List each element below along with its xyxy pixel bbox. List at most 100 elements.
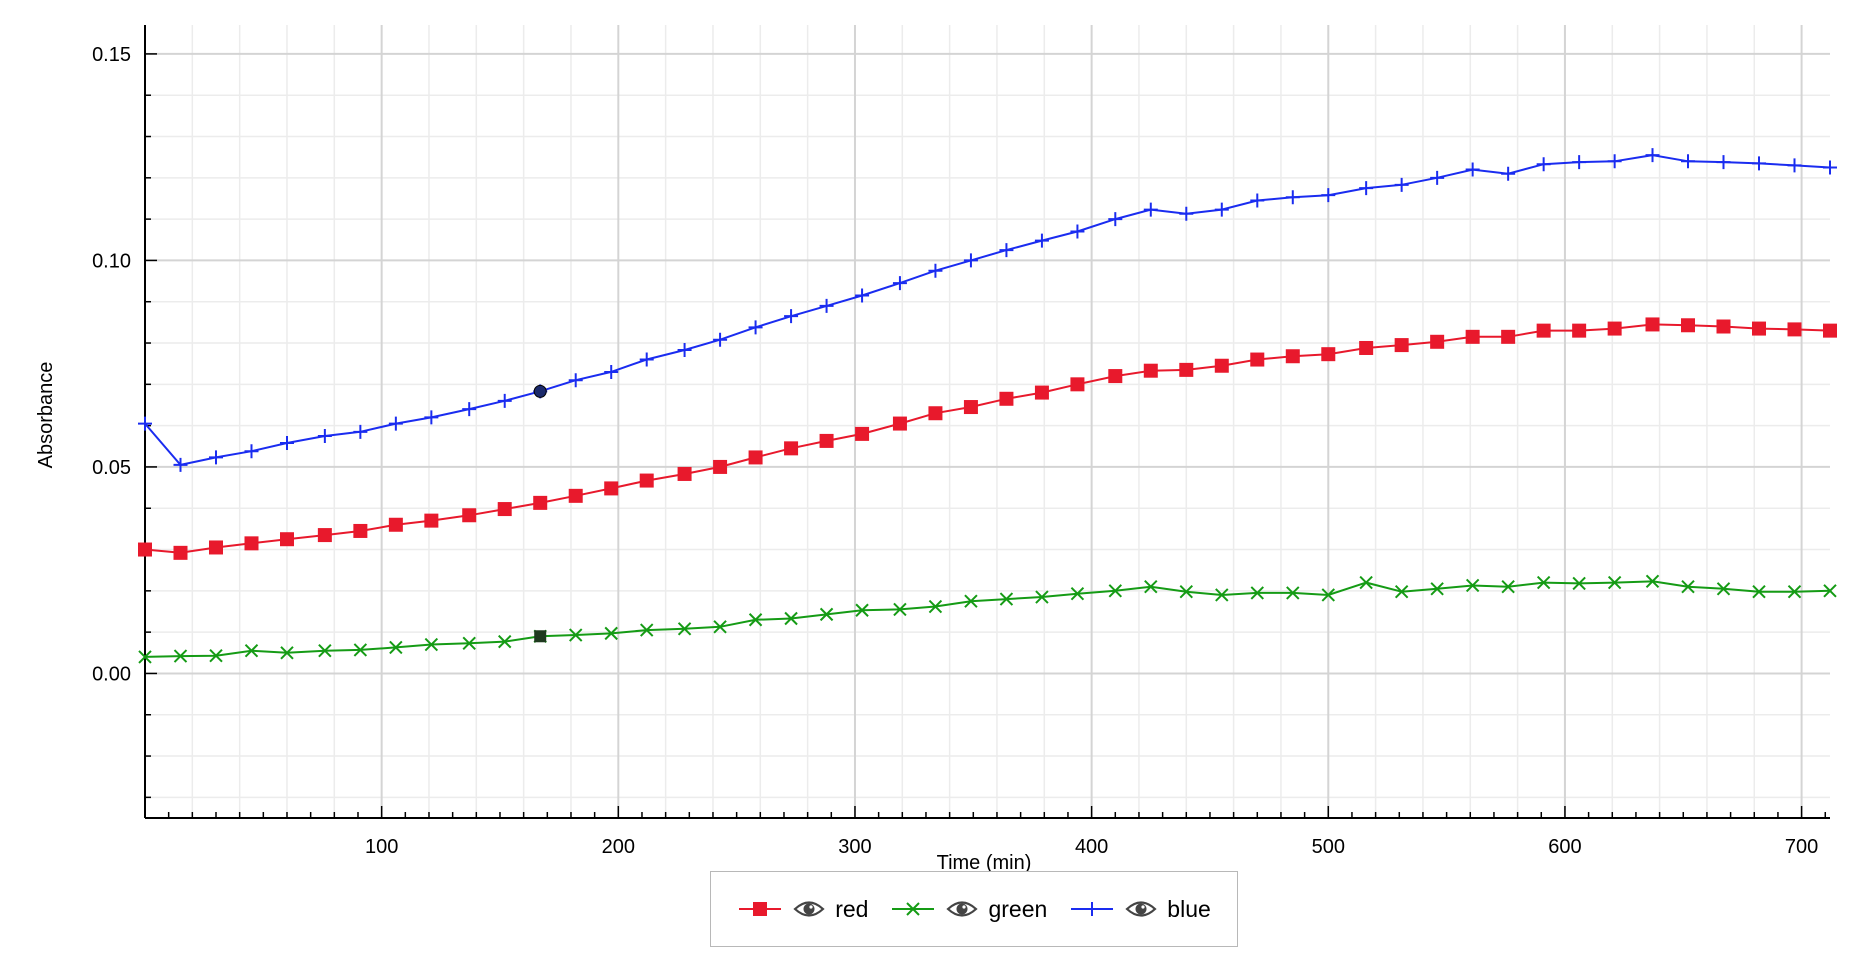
data-point-green [353, 643, 368, 657]
data-point-blue [604, 364, 619, 379]
data-point-blue [317, 428, 332, 443]
data-point-blue [784, 309, 799, 324]
data-point-red [533, 495, 548, 510]
data-point-blue [1501, 166, 1516, 181]
legend-item-blue[interactable]: blue [1069, 895, 1211, 923]
x-tick-label: 100 [365, 836, 398, 858]
data-point-blue [1108, 212, 1123, 227]
data-point-blue [1752, 156, 1766, 171]
legend-label-blue: blue [1167, 895, 1211, 922]
data-point-green [1823, 584, 1837, 598]
series-layer [138, 148, 1837, 664]
data-point-red [1034, 385, 1049, 400]
data-point-green [1607, 575, 1622, 590]
data-point-green [1716, 582, 1731, 596]
data-point-blue [138, 416, 152, 431]
data-point-red [244, 536, 259, 551]
data-point-green [318, 644, 332, 658]
data-point-blue [1034, 233, 1049, 248]
eye-icon[interactable] [946, 898, 979, 920]
x-axis-title: Time (min) [937, 852, 1032, 874]
data-point-green [1321, 588, 1335, 602]
data-point-blue [1430, 170, 1445, 185]
data-point-blue [1394, 177, 1409, 192]
x-tick-label: 200 [602, 836, 635, 858]
data-point-red [1716, 319, 1731, 334]
y-tick-label: 0.05 [92, 457, 131, 479]
data-point-blue [1681, 154, 1696, 169]
y-tick-label: 0.00 [92, 663, 131, 685]
data-point-red [208, 540, 223, 555]
data-point-green [1359, 575, 1373, 590]
data-point-blue [1321, 188, 1336, 203]
data-point-blue [928, 263, 943, 278]
data-point-green [819, 607, 834, 622]
data-point-red [568, 488, 583, 503]
data-point-green [1430, 582, 1444, 596]
data-point-green [1536, 575, 1551, 590]
data-point-blue [1250, 193, 1265, 208]
data-point-blue [1070, 224, 1085, 239]
data-point-blue [462, 402, 477, 417]
data-point-red [963, 400, 978, 415]
data-point-green [1752, 584, 1766, 599]
data-point-red [1214, 358, 1229, 373]
data-point-red [713, 459, 728, 474]
data-point-green [138, 650, 152, 664]
legend-swatch-red [739, 902, 782, 916]
data-point-red [1572, 323, 1587, 338]
data-point-red [639, 473, 654, 488]
data-point-green [1215, 588, 1229, 602]
data-point-green [280, 646, 294, 660]
data-point-green [999, 592, 1014, 606]
data-point-blue [748, 320, 763, 335]
data-point-red [462, 508, 477, 523]
data-point-green [1144, 580, 1158, 594]
tick-labels: 100 200 300 400 500 600 700 0.00 0.05 0.10 0.15 [92, 44, 1818, 858]
eye-icon[interactable] [793, 898, 825, 920]
data-point-blue [999, 243, 1014, 258]
data-point-green [424, 637, 439, 652]
data-point-green [604, 626, 618, 641]
data-point-red [1787, 322, 1802, 337]
data-point-blue [1823, 160, 1837, 175]
minor-grid [145, 25, 1830, 818]
data-point-red [1536, 323, 1551, 338]
legend-label-red: red [835, 895, 869, 922]
data-point-green [748, 613, 763, 627]
data-point-red [819, 433, 834, 448]
data-point-green [389, 640, 403, 655]
data-point-red [1108, 369, 1123, 384]
data-point-green [784, 611, 798, 626]
data-point-red [999, 391, 1014, 406]
data-point-red [1465, 329, 1480, 344]
data-point-red [748, 450, 763, 465]
data-point-blue [1536, 157, 1551, 172]
data-point-green [1035, 590, 1049, 604]
series-blue [138, 148, 1837, 472]
data-point-green [1465, 578, 1480, 593]
data-point-red [1681, 318, 1696, 333]
data-point-blue [963, 253, 978, 268]
data-point-red [173, 545, 188, 560]
legend-item-green[interactable]: green [890, 896, 1047, 923]
data-point-red [424, 513, 439, 528]
legend-item-red[interactable]: red [737, 896, 868, 923]
data-point-green [1250, 586, 1264, 600]
data-point-blue [279, 435, 294, 450]
data-point-red [604, 481, 619, 496]
eye-icon[interactable] [1125, 898, 1157, 920]
data-point-green [855, 603, 869, 617]
data-point-red [1143, 363, 1158, 378]
data-point-red [928, 406, 943, 421]
data-point-blue [892, 276, 907, 291]
data-point-blue [497, 393, 512, 408]
data-point-blue [1179, 206, 1194, 221]
highlight-layer [533, 384, 547, 643]
data-point-blue [855, 288, 870, 303]
data-point-red [1321, 347, 1336, 362]
data-point-green [569, 628, 583, 642]
data-point-blue [353, 424, 368, 439]
data-point-green [244, 644, 259, 658]
